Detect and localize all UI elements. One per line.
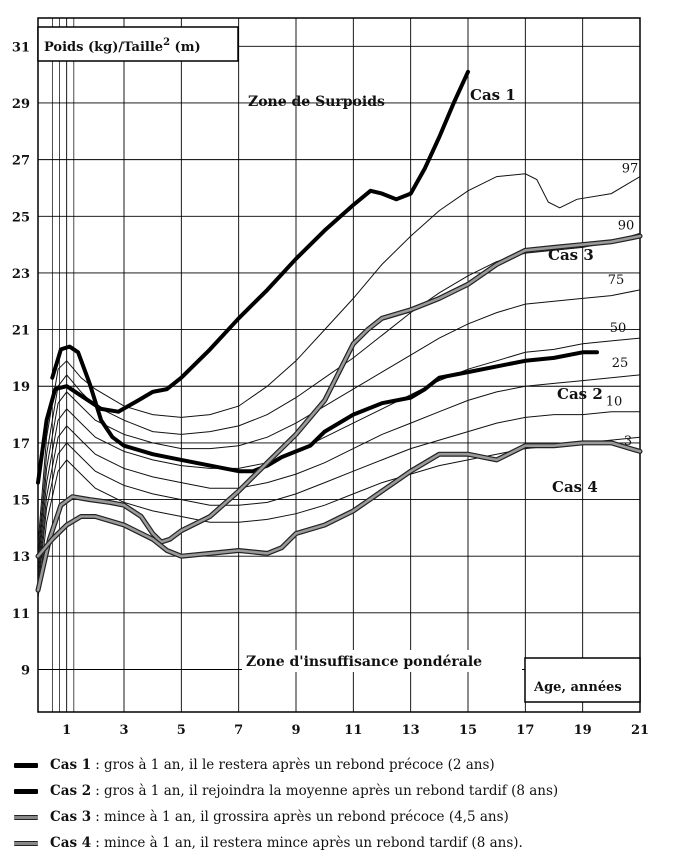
- x-axis-label: Age, années: [533, 680, 622, 695]
- x-tick-label: 1: [62, 723, 71, 738]
- legend-description: : gros à 1 an, il le restera après un re…: [95, 757, 495, 773]
- legend-swatch: [14, 789, 38, 794]
- percentile-label-3: 3: [624, 434, 632, 449]
- percentile-label-75: 75: [608, 273, 625, 288]
- percentile-label-25: 25: [612, 356, 629, 371]
- x-tick-label: 21: [631, 723, 649, 738]
- zone-surpoids: Zone de Surpoids: [248, 94, 385, 110]
- x-tick-label: 17: [516, 723, 534, 738]
- legend-swatch: [14, 841, 38, 846]
- x-tick-label: 13: [402, 723, 420, 738]
- x-tick-label: 7: [234, 723, 243, 738]
- y-tick-label: 15: [12, 494, 30, 509]
- x-tick-label: 5: [177, 723, 186, 738]
- legend-item: Cas 2 : gros à 1 an, il rejoindra la moy…: [14, 778, 669, 804]
- legend-item: Cas 4 : mince à 1 an, il restera mince a…: [14, 830, 669, 856]
- legend-case-name: Cas 1: [50, 757, 91, 773]
- percentile-label-50: 50: [610, 321, 627, 336]
- percentile-label-97: 97: [622, 162, 639, 177]
- legend-swatch: [14, 763, 38, 768]
- legend: Cas 1 : gros à 1 an, il le restera après…: [14, 752, 669, 856]
- legend-item: Cas 1 : gros à 1 an, il le restera après…: [14, 752, 669, 778]
- series-cas-3-outline: [38, 236, 640, 590]
- percentile-label-10: 10: [606, 395, 623, 410]
- legend-swatch: [14, 815, 38, 820]
- percentile-curve-10: [38, 412, 640, 591]
- label-cas-2: Cas 2: [557, 385, 603, 403]
- legend-item: Cas 3 : mince à 1 an, il grossira après …: [14, 804, 669, 830]
- x-tick-label: 3: [119, 723, 128, 738]
- percentile-labels: 97 90 75 50 25 10 3: [606, 162, 639, 450]
- y-tick-label: 27: [12, 154, 30, 169]
- y-tick-label: 9: [21, 664, 30, 679]
- y-tick-label: 13: [12, 550, 30, 565]
- x-tick-label: 11: [344, 723, 362, 738]
- plot-frame: [38, 18, 640, 712]
- x-tick-label: 15: [459, 723, 477, 738]
- y-tick-label: 31: [12, 40, 30, 55]
- y-tick-label: 21: [12, 324, 30, 339]
- y-tick-label: 25: [12, 210, 30, 225]
- percentile-curve-75: [38, 290, 640, 565]
- grid: [38, 18, 640, 712]
- label-cas-1: Cas 1: [470, 86, 516, 104]
- x-tick-label: 9: [291, 723, 300, 738]
- series-cas-3: [38, 236, 640, 590]
- legend-case-name: Cas 3: [50, 809, 91, 825]
- x-tick-label: 19: [574, 723, 592, 738]
- y-tick-label: 17: [12, 437, 30, 452]
- legend-case-name: Cas 4: [50, 835, 91, 851]
- legend-description: : mince à 1 an, il grossira après un reb…: [95, 809, 509, 825]
- case-curves: [38, 72, 640, 590]
- legend-description: : mince à 1 an, il restera mince après u…: [95, 835, 523, 851]
- y-axis-label: Poids (kg)/Taille2 (m): [44, 37, 201, 55]
- y-tick-label: 19: [12, 380, 30, 395]
- zone-insuffisance: Zone d'insuffisance pondérale: [246, 654, 482, 670]
- y-tick-label: 11: [12, 607, 30, 622]
- y-tick-label: 29: [12, 97, 30, 112]
- legend-description: : gros à 1 an, il rejoindra la moyenne a…: [95, 783, 558, 799]
- label-cas-3: Cas 3: [548, 246, 594, 264]
- y-tick-label: 23: [12, 267, 30, 282]
- label-cas-4: Cas 4: [552, 478, 598, 496]
- legend-case-name: Cas 2: [50, 783, 91, 799]
- percentile-label-90: 90: [618, 218, 635, 233]
